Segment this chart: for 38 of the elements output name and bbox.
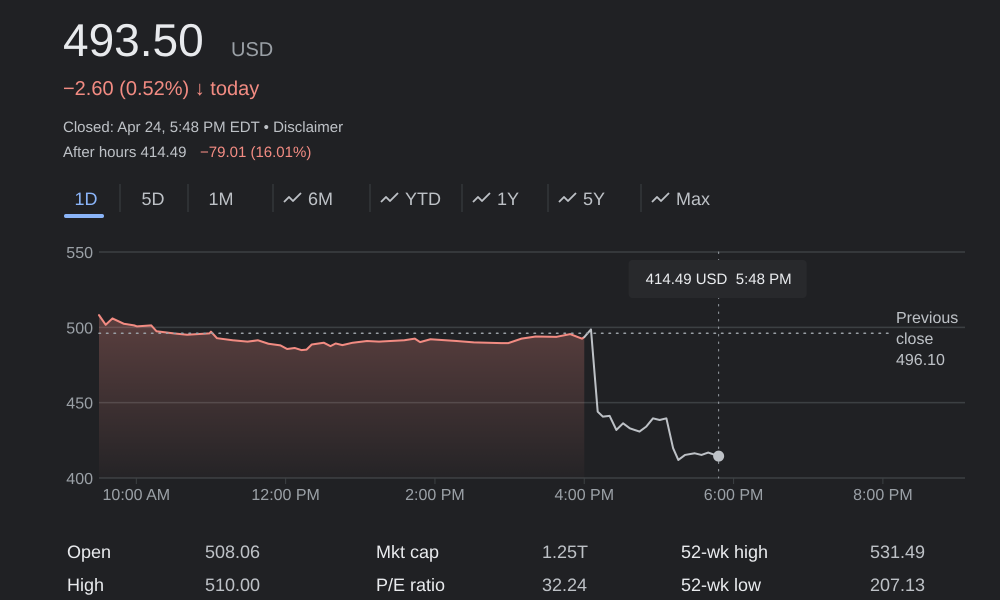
text: High — [67, 575, 104, 595]
text: −79.01 (16.01%) — [200, 144, 312, 161]
text: 508.06 — [205, 542, 260, 562]
text: 510.00 — [205, 575, 260, 595]
text: P/E ratio — [376, 575, 446, 595]
text: Max — [676, 189, 710, 209]
text: Open — [67, 542, 112, 562]
text: 1Y — [497, 189, 520, 209]
text: 5Y — [583, 189, 606, 209]
text: 5D — [141, 189, 165, 209]
x-tick-label: 2:00 PM — [405, 487, 465, 504]
text: 207.13 — [870, 575, 926, 595]
text: 1.25T — [542, 542, 588, 562]
text: Closed: Apr 24, 5:48 PM EDT • Disclaimer — [63, 119, 344, 136]
y-tick-label: 400 — [66, 471, 94, 488]
y-tick-label: 450 — [66, 396, 94, 413]
text: 1D — [74, 189, 98, 209]
x-tick-label: 6:00 PM — [704, 487, 764, 504]
text: 52-wk high — [681, 542, 768, 562]
y-tick-label: 550 — [66, 245, 94, 262]
text: 52-wk low — [681, 575, 762, 595]
text: −2.60 (0.52%) ↓ today — [63, 78, 260, 100]
chart-title: 493.50 — [63, 14, 204, 66]
text: 1M — [208, 189, 234, 209]
text: Mkt cap — [376, 542, 440, 562]
x-tick-label: 8:00 PM — [853, 487, 913, 504]
ref-line-label: Previous close 496.10 — [896, 310, 958, 370]
annotation: 414.49 USD 5:48 PM — [646, 271, 792, 288]
chart-subtitle: USD — [231, 39, 274, 61]
text: 6M — [308, 189, 334, 209]
x-tick-label: 10:00 AM — [102, 487, 170, 504]
x-tick-label: 4:00 PM — [554, 487, 614, 504]
text: After hours 414.49 — [63, 144, 186, 161]
y-tick-label: 500 — [66, 320, 94, 338]
x-tick-label: 12:00 PM — [251, 487, 320, 504]
text: 531.49 — [870, 542, 926, 562]
text: YTD — [405, 189, 441, 209]
text: 32.24 — [542, 575, 588, 595]
